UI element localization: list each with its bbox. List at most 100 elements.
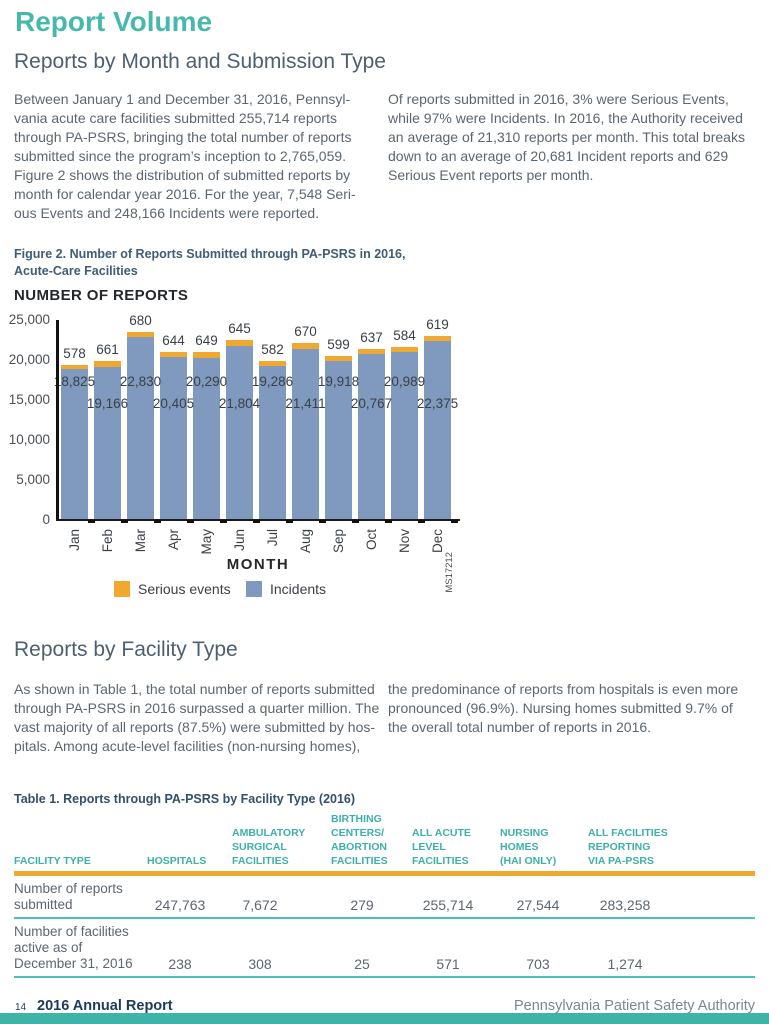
table-row: Number of reports submitted 247,763 7,67… (14, 876, 755, 917)
month-tick-label: Apr (166, 529, 181, 551)
chart-x-axis-label: MONTH (226, 556, 290, 573)
y-tick-label: 20,000 (8, 352, 50, 367)
table-cell: 703 (526, 956, 550, 972)
footer-organization: Pennsylvania Patient Safety Authority (513, 998, 755, 1014)
table-cell: 571 (436, 956, 460, 972)
bar-incidents-jan (61, 369, 88, 520)
table-row: Number of facilities active as of Decemb… (14, 919, 755, 976)
serious-events-value-label: 670 (294, 324, 317, 340)
x-axis-tick (418, 520, 425, 523)
table-cell: 247,763 (154, 897, 206, 913)
row-label: Number of facilities active as of Decemb… (14, 924, 133, 971)
incidents-value-label: 19,286 (251, 374, 294, 389)
section2-paragraph-right: the predominance of reports from hospita… (388, 681, 739, 735)
serious-events-value-label: 578 (63, 345, 86, 361)
incidents-swatch-icon (246, 581, 262, 597)
bar-incidents-nov (391, 352, 418, 520)
bar-incidents-feb (94, 366, 121, 520)
table1-caption: Table 1. Reports through PA-PSRS by Faci… (14, 792, 356, 806)
section1-paragraph-left: Between January 1 and December 31, 2016,… (14, 91, 356, 221)
serious-events-value-label: 584 (393, 328, 416, 344)
bar-serious-events-nov (391, 347, 418, 353)
bar-incidents-jul (259, 365, 286, 520)
incidents-value-label: 21,411 (285, 396, 326, 411)
y-tick-label: 5,000 (16, 472, 50, 487)
column-header-hospitals: HOSPITALS (147, 855, 207, 867)
bar-serious-events-feb (94, 361, 121, 367)
bar-serious-events-jun (226, 340, 253, 346)
y-tick-label: 25,000 (8, 312, 50, 327)
legend-label: Incidents (270, 581, 327, 597)
table-cell: 279 (350, 897, 374, 913)
legend-item-serious-events: Serious events (114, 581, 231, 597)
bar-incidents-aug (292, 348, 319, 520)
bar-serious-events-jan (61, 364, 88, 370)
serious-events-value-label: 680 (129, 312, 152, 328)
bar-serious-events-dec (424, 336, 451, 341)
bar-incidents-sep (325, 360, 352, 520)
figure2-chart: MONTH Serious events Incidents MS17212 2… (0, 300, 769, 620)
footer-report-title: 2016 Annual Report (37, 998, 173, 1014)
y-tick-label: 10,000 (8, 432, 50, 447)
serious-events-value-label: 649 (195, 333, 218, 349)
column-header-birthing: BIRTHING CENTERS/ ABORTION FACILITIES (331, 813, 388, 867)
month-tick-label: Aug (298, 529, 313, 554)
table-cell: 25 (354, 956, 370, 972)
month-tick-label: Jan (67, 529, 82, 551)
x-axis-tick (187, 520, 194, 523)
incidents-value-label: 18,825 (53, 374, 96, 389)
x-axis-tick (253, 520, 260, 523)
month-tick-label: Nov (397, 529, 412, 554)
incidents-value-label: 19,918 (317, 374, 360, 389)
bar-serious-events-apr (160, 351, 187, 357)
month-tick-label: Feb (100, 529, 115, 553)
serious-events-value-label: 661 (96, 342, 119, 358)
figure2-caption: Figure 2. Number of Reports Submitted th… (14, 247, 406, 278)
y-tick-label: 15,000 (8, 392, 50, 407)
table-cell: 308 (248, 956, 272, 972)
x-axis-tick (319, 520, 326, 523)
bottom-accent-bar (0, 1013, 769, 1024)
month-tick-label: Jul (265, 529, 280, 547)
serious-events-value-label: 619 (426, 317, 449, 333)
x-axis-tick (385, 520, 392, 523)
incidents-value-label: 20,405 (152, 396, 195, 411)
incidents-value-label: 20,290 (185, 374, 228, 389)
incidents-value-label: 20,767 (350, 396, 393, 411)
table-cell: 238 (168, 956, 192, 972)
incidents-value-label: 20,989 (383, 374, 426, 389)
table-bottom-rule (14, 976, 755, 978)
incidents-value-label: 21,804 (218, 396, 261, 411)
section2-heading: Reports by Facility Type (14, 638, 238, 661)
serious-events-value-label: 599 (327, 336, 350, 352)
bar-serious-events-jul (259, 361, 286, 366)
bar-serious-events-aug (292, 343, 319, 349)
chart-y-axis-title: NUMBER OF REPORTS (14, 287, 189, 304)
incidents-value-label: 22,830 (119, 374, 162, 389)
bar-serious-events-mar (127, 331, 154, 338)
x-axis-tick (286, 520, 293, 523)
bar-incidents-jun (226, 345, 253, 520)
bar-serious-events-oct (358, 348, 385, 354)
x-axis-tick (154, 520, 161, 523)
y-tick-label: 0 (42, 512, 50, 527)
table1: FACILITY TYPE HOSPITALS AMBULATORY SURGI… (14, 812, 755, 978)
serious-events-value-label: 645 (228, 321, 251, 337)
column-header-all-facilities: ALL FACILITIES REPORTING VIA PA-PSRS (588, 827, 668, 867)
table-cell: 283,258 (599, 897, 651, 913)
month-tick-label: Dec (430, 529, 445, 554)
table-cell: 1,274 (607, 956, 643, 972)
page-title: Report Volume (15, 6, 213, 37)
month-tick-label: Jun (232, 529, 247, 551)
bar-incidents-dec (424, 341, 451, 520)
table-row-divider (14, 917, 755, 919)
table-header-row: FACILITY TYPE HOSPITALS AMBULATORY SURGI… (14, 812, 755, 871)
column-header-nursing-homes: NURSING HOMES (HAI ONLY) (500, 827, 557, 867)
x-axis-tick (352, 520, 359, 523)
column-header-ambulatory: AMBULATORY SURGICAL FACILITIES (232, 827, 306, 867)
bar-incidents-may (193, 357, 220, 520)
table-cell: 7,672 (242, 897, 278, 913)
section1-heading: Reports by Month and Submission Type (14, 50, 386, 73)
incidents-value-label: 22,375 (416, 396, 459, 411)
